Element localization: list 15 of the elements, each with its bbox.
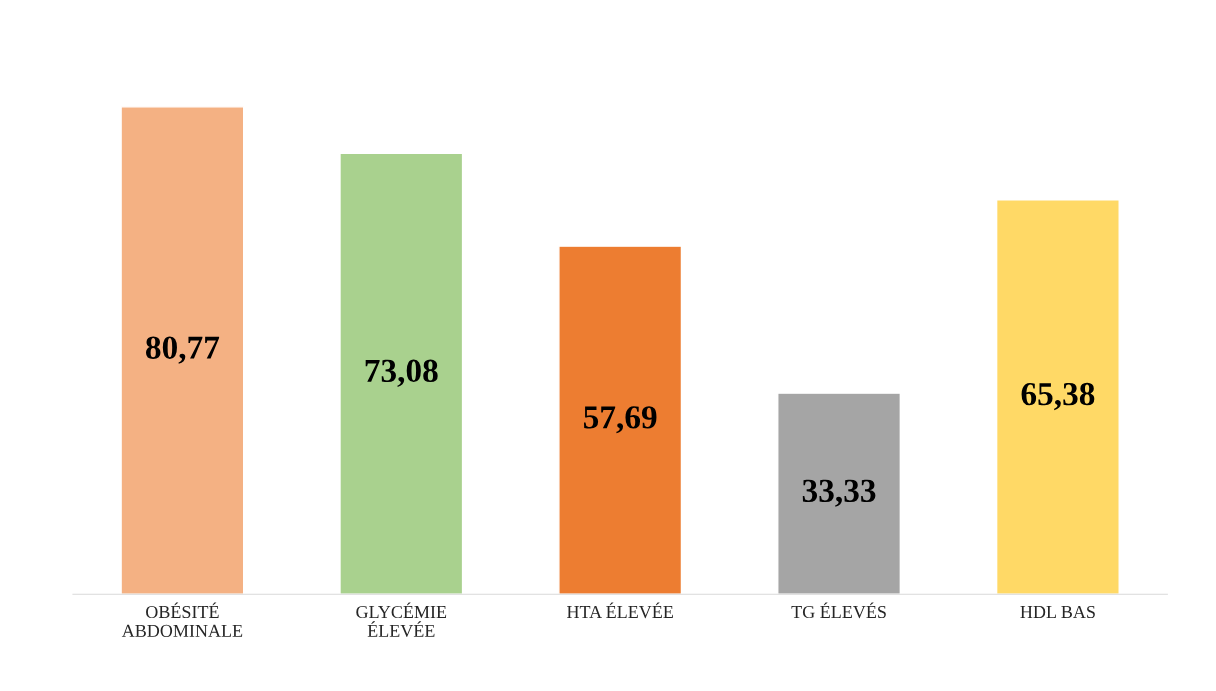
bar [995,199,1120,595]
data-label: 80,77 [146,336,220,364]
x-tick-label: GLYCÉMIE ÉLEVÉE [356,602,447,638]
data-label: 65,38 [1021,382,1095,411]
bar [339,152,464,595]
x-tick-label: HDL BAS [1020,605,1095,619]
bar [558,245,683,595]
x-tick-label: OBÉSITÉ ABDOMINALE [121,602,243,637]
bar [777,392,902,595]
data-label: 57,69 [583,406,657,434]
x-tick-label: TG ÉLEVÉS [791,602,886,619]
x-tick-label: HTA ÉLEVÉE [567,602,673,619]
data-label: 73,08 [365,359,438,387]
data-label: 33,33 [802,479,876,507]
bar [120,106,245,595]
